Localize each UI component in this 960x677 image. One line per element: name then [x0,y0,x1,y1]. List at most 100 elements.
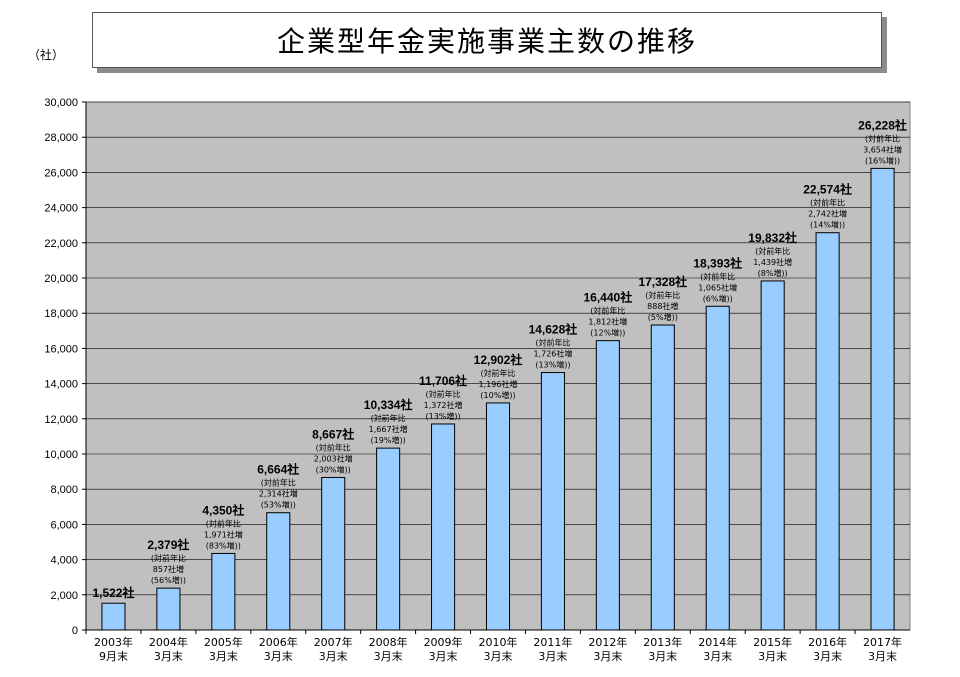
x-category-label: 2004年 [149,635,188,649]
bar-annotation: (12%増)) [590,328,625,338]
y-tick-label: 0 [72,625,78,637]
bar-annotation: (対前年比 [261,478,296,488]
bar-annotation: (5%増)) [648,312,678,322]
bar-annotation: 1,065社増 [698,282,737,292]
x-category-label: 2010年 [479,635,518,649]
y-tick-label: 6,000 [50,519,78,531]
x-category-label: 3月末 [538,649,567,663]
bar-annotation: (14%増)) [810,220,845,230]
x-category-label: 3月末 [319,649,348,663]
bar-value-label: 6,664社 [257,462,299,477]
chart-title: 企業型年金実施事業主数の推移 [276,25,697,58]
bar-annotation: (対前年比 [151,553,186,563]
bar-annotation: (30%増)) [316,464,351,474]
bar [266,512,291,631]
bar-annotation: (対前年比 [480,368,515,378]
x-category-label: 3月末 [758,649,787,663]
x-category-label: 2009年 [424,635,463,649]
bar-annotation: (対前年比 [426,389,461,399]
bar-annotation: 1,667社増 [369,424,408,434]
bar-annotation: (対前年比 [865,133,900,143]
bar-annotation: (対前年比 [700,271,735,281]
y-tick-label: 28,000 [44,132,78,144]
bar-annotation: (対前年比 [755,246,790,256]
bar-annotation: (対前年比 [371,413,406,423]
bar-annotation: 1,439社増 [753,257,792,267]
y-tick-label: 12,000 [44,414,78,426]
bar-annotation: (13%増)) [425,411,460,421]
bar-annotation: (対前年比 [810,198,845,208]
bar-annotation: 857社増 [153,564,184,574]
bar-annotation: (対前年比 [645,290,680,300]
bar [101,602,126,631]
y-tick-label: 8,000 [50,484,78,496]
bar-value-label: 12,902社 [474,352,523,367]
bar-annotation: 1,726社増 [533,349,572,359]
x-category-label: 2005年 [204,635,243,649]
bar [595,340,620,631]
bar [650,324,675,631]
x-category-label: 9月末 [99,649,128,663]
bar-annotation: 1,812社増 [588,317,627,327]
bar-annotation: (6%増)) [703,293,733,303]
bar-annotation: (対前年比 [535,338,570,348]
x-category-label: 2003年 [94,635,133,649]
bar-annotation: (53%増)) [261,500,296,510]
x-category-label: 3月末 [429,649,458,663]
x-category-label: 2014年 [698,635,737,649]
bar [211,552,236,631]
bar-annotation: 888社増 [647,301,678,311]
bar-annotation: 1,372社増 [424,400,463,410]
bar-value-label: 19,832社 [748,230,797,245]
x-category-label: 2011年 [533,635,572,649]
x-category-label: 2008年 [369,635,408,649]
bar-value-label: 18,393社 [693,255,742,270]
y-tick-label: 20,000 [44,273,78,285]
bar [431,423,456,631]
bar-value-label: 10,334社 [364,397,413,412]
bar-value-label: 2,379社 [147,537,189,552]
bar-annotation: (10%増)) [480,390,515,400]
bar [376,447,401,631]
y-tick-label: 18,000 [44,308,78,320]
bar-value-label: 8,667社 [312,426,354,441]
y-tick-label: 24,000 [44,203,78,215]
y-tick-label: 22,000 [44,238,78,250]
bar [815,232,840,631]
bar-annotation: (対前年比 [590,306,625,316]
bar-annotation: (19%増)) [371,435,406,445]
y-tick-label: 2,000 [50,590,78,602]
bar-value-label: 22,574社 [803,182,852,197]
bar-value-label: 16,440社 [584,290,633,305]
bar-annotation: (対前年比 [206,518,241,528]
bar [485,402,511,631]
bar-value-label: 14,628社 [529,322,578,337]
x-category-label: 2017年 [863,635,902,649]
x-category-label: 2006年 [259,635,298,649]
bar-annotation: 1,971社増 [204,529,243,539]
x-category-label: 3月末 [868,649,897,663]
y-axis-unit-label: （社） [28,48,65,62]
x-category-label: 3月末 [374,649,403,663]
x-category-label: 3月末 [484,649,513,663]
y-tick-label: 26,000 [44,167,78,179]
x-category-label: 2007年 [314,635,353,649]
bar-annotation: 3,654社増 [863,144,902,154]
bar-value-label: 1,522社 [92,585,134,600]
x-category-label: 3月末 [648,649,677,663]
bar-annotation: (16%増)) [865,155,900,165]
bar-annotation: (56%増)) [151,575,186,585]
bar-value-label: 11,706社 [419,373,467,388]
y-tick-label: 30,000 [44,97,78,109]
x-category-label: 2013年 [643,635,682,649]
y-tick-label: 4,000 [50,555,78,567]
y-tick-label: 10,000 [44,449,78,461]
bar-annotation: 2,003社増 [314,453,353,463]
x-category-label: 3月末 [209,649,238,663]
bar-value-label: 4,350社 [202,502,244,517]
bar-value-label: 26,228社 [858,117,907,132]
x-category-label: 3月末 [154,649,183,663]
bar [760,280,785,631]
x-category-label: 3月末 [813,649,842,663]
